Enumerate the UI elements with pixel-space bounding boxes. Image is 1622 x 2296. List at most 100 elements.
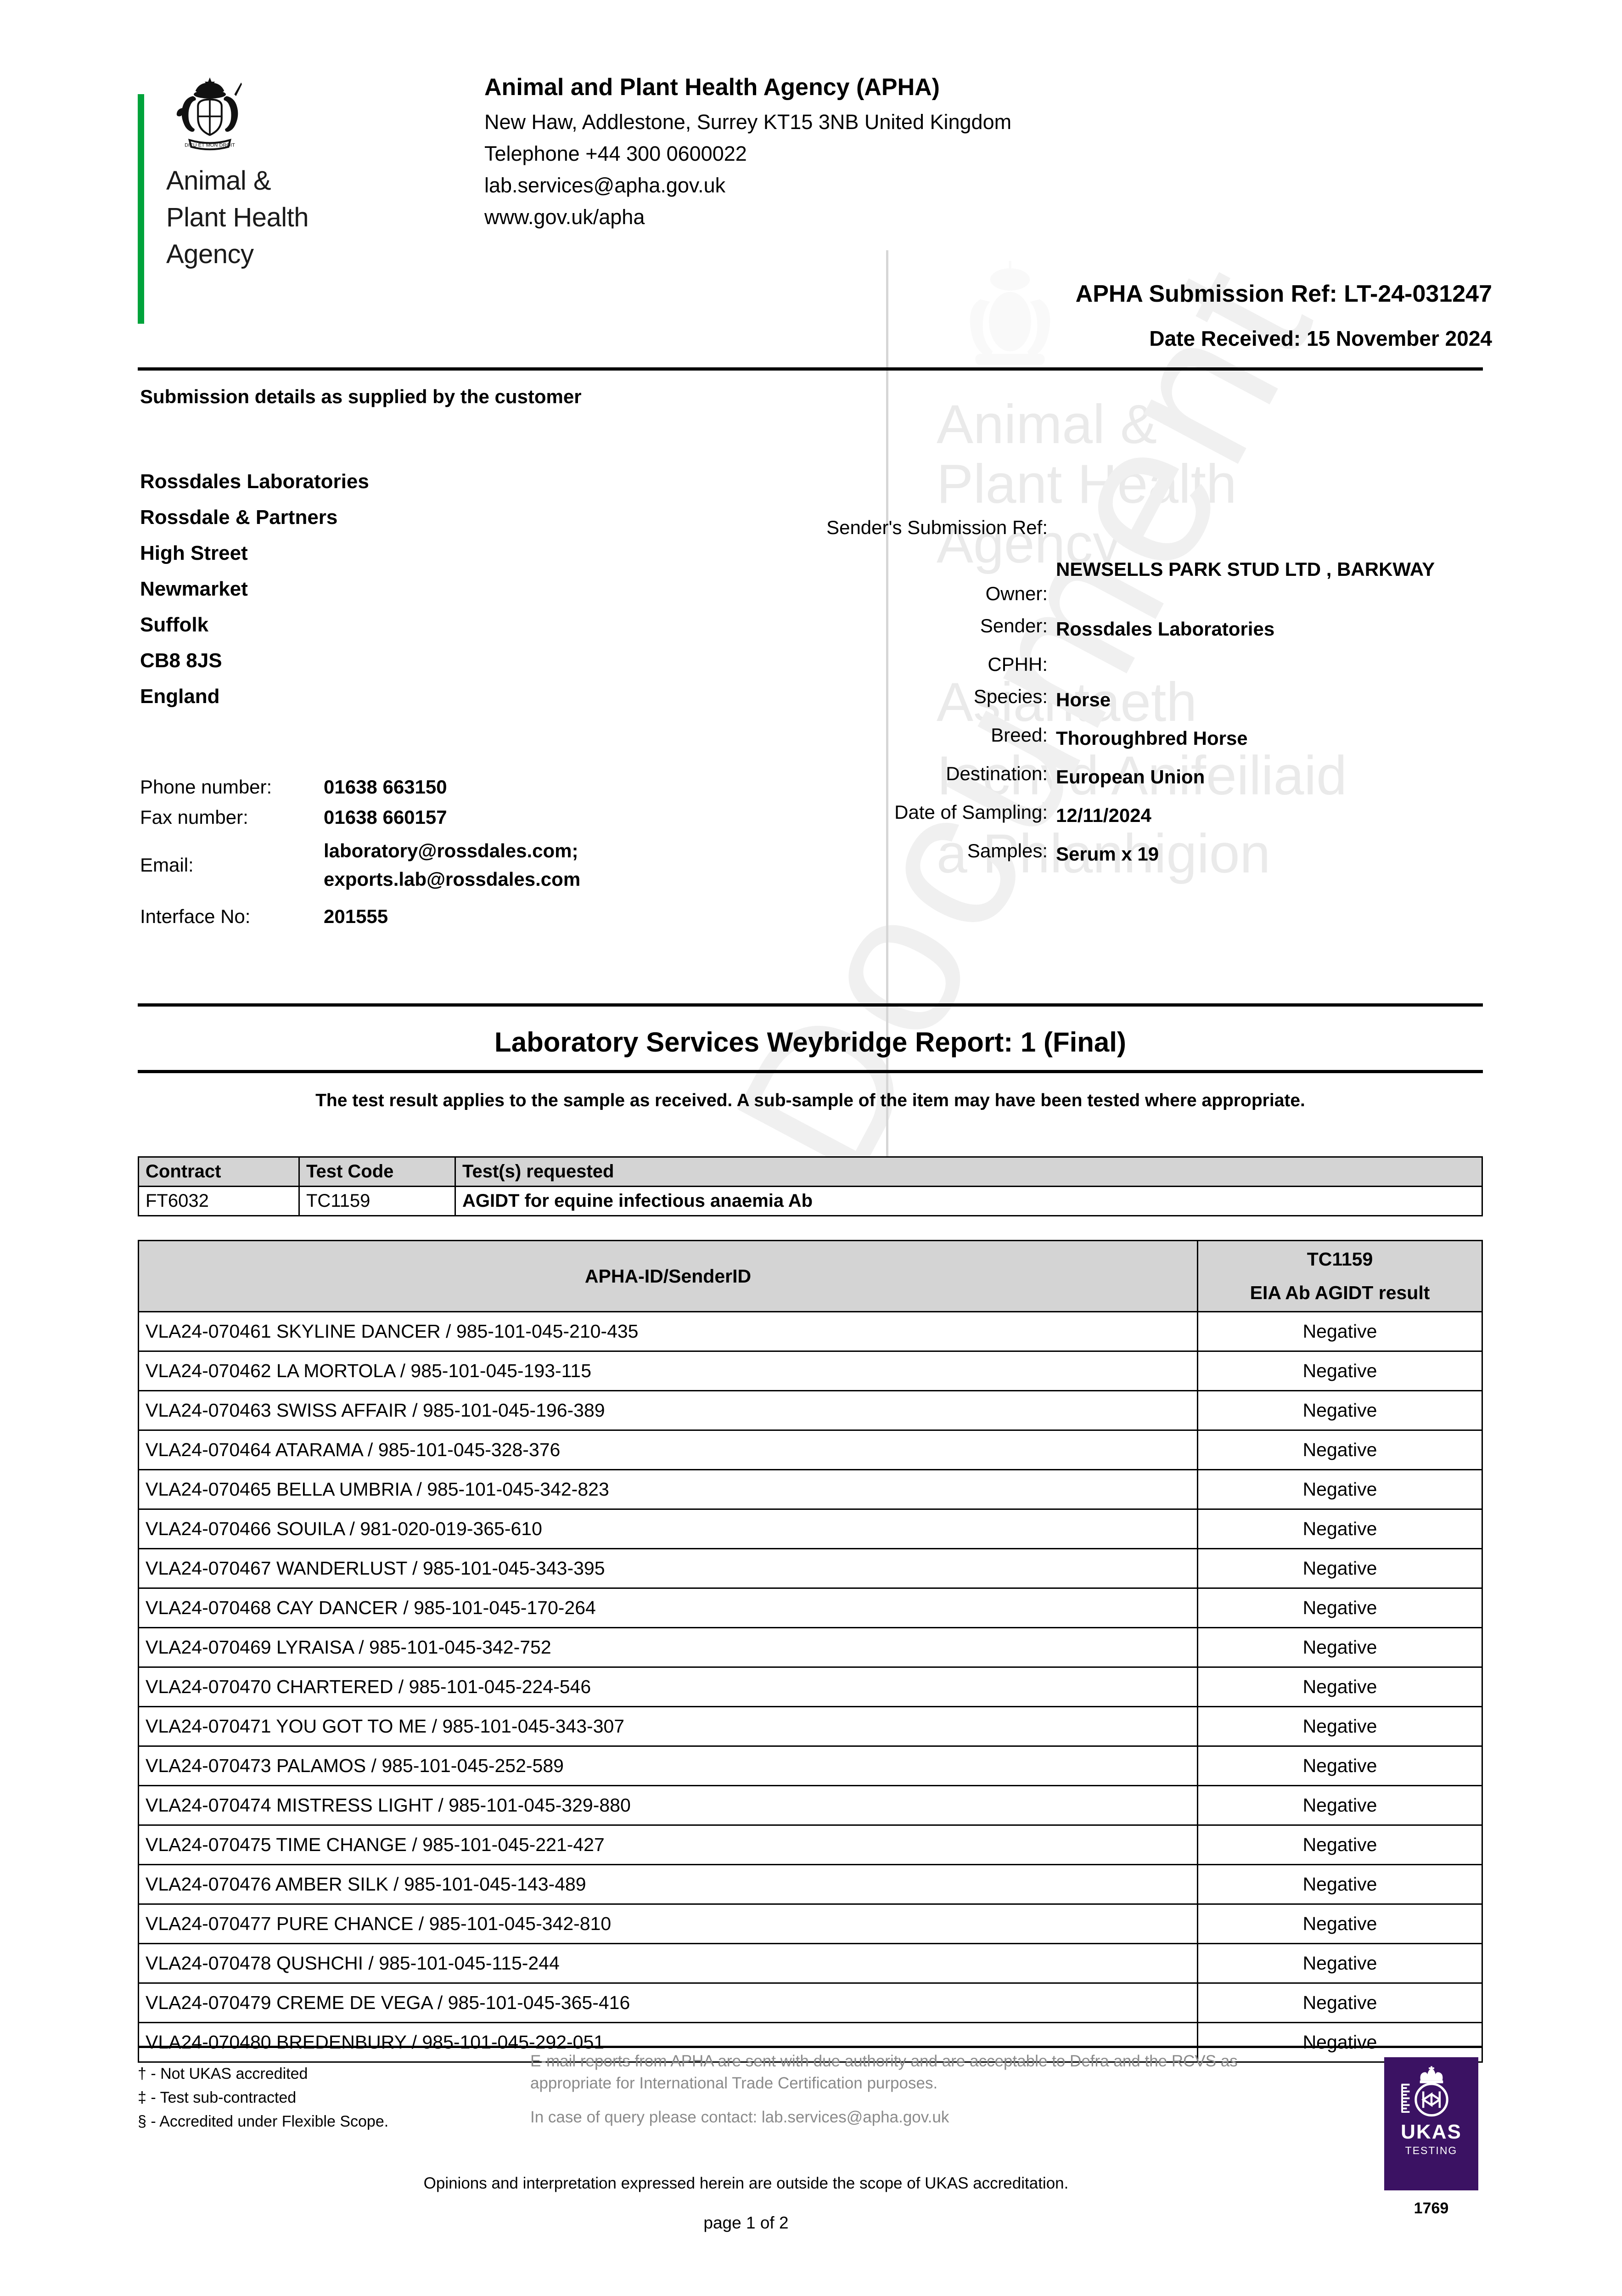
agency-email: lab.services@apha.gov.uk (484, 174, 726, 197)
table-row: VLA24-070461 SKYLINE DANCER / 985-101-04… (138, 1311, 1483, 1352)
species-value: Horse (1056, 689, 1111, 710)
table-row: VLA24-070474 MISTRESS LIGHT / 985-101-04… (138, 1785, 1483, 1826)
sample-id: VLA24-070463 SWISS AFFAIR / 985-101-045-… (138, 1390, 1198, 1431)
species-label: Species: (973, 686, 1048, 707)
col-result-subtitle: EIA Ab AGIDT result (1250, 1282, 1430, 1303)
footer-email-note: E-mail reports from APHA are sent with d… (530, 2052, 1238, 2092)
sample-result: Negative (1197, 1666, 1483, 1707)
agency-website: www.gov.uk/apha (484, 205, 645, 229)
sample-result: Negative (1197, 1903, 1483, 1944)
address-line: Suffolk (140, 613, 209, 636)
interface-label: Interface No: (140, 906, 251, 927)
detail-row-sampling-date: Date of Sampling: 12/11/2024 (744, 801, 1501, 830)
sample-id: VLA24-070462 LA MORTOLA / 985-101-045-19… (138, 1351, 1198, 1391)
ukas-subtitle: TESTING (1405, 2144, 1458, 2156)
detail-row-breed: Breed: Thoroughbred Horse (744, 724, 1501, 753)
submission-details-block: Sender's Submission Ref: Owner: NEWSELLS… (744, 517, 1501, 873)
table-row: VLA24-070471 YOU GOT TO ME / 985-101-045… (138, 1706, 1483, 1747)
sample-id: VLA24-070480 BREDENBURY / 985-101-045-29… (138, 2022, 1198, 2063)
table-row: VLA24-070479 CREME DE VEGA / 985-101-045… (138, 1982, 1483, 2023)
sample-id: VLA24-070466 SOUILA / 981-020-019-365-61… (138, 1508, 1198, 1549)
logo-text-line-3: Agency (166, 239, 254, 269)
address-line: England (140, 685, 220, 708)
header-divider-rule (138, 367, 1483, 371)
sample-result: Negative (1197, 1943, 1483, 1984)
sample-id: VLA24-070467 WANDERLUST / 985-101-045-34… (138, 1548, 1198, 1589)
sample-id: VLA24-070471 YOU GOT TO ME / 985-101-045… (138, 1706, 1198, 1747)
table-row: VLA24-070475 TIME CHANGE / 985-101-045-2… (138, 1824, 1483, 1865)
svg-text:DIEU ET MON DROIT: DIEU ET MON DROIT (185, 143, 235, 148)
address-line: Rossdale & Partners (140, 506, 338, 529)
sample-result: Negative (1197, 1745, 1483, 1786)
detail-row-samples: Samples: Serum x 19 (744, 840, 1501, 868)
sample-id: VLA24-070469 LYRAISA / 985-101-045-342-7… (138, 1627, 1198, 1668)
sender-label: Sender: (980, 615, 1048, 636)
customer-contact-block: Phone number: 01638 663150 Fax number: 0… (140, 776, 714, 936)
cell-contract: FT6032 (138, 1186, 300, 1216)
report-title-top-rule (138, 1003, 1483, 1007)
sample-id: VLA24-070476 AMBER SILK / 985-101-045-14… (138, 1864, 1198, 1905)
tests-requested-table: Contract Test Code Test(s) requested FT6… (138, 1156, 1483, 1216)
table-row: VLA24-070476 AMBER SILK / 985-101-045-14… (138, 1864, 1483, 1905)
sampling-date-value: 12/11/2024 (1056, 805, 1151, 826)
sample-id: VLA24-070473 PALAMOS / 985-101-045-252-5… (138, 1745, 1198, 1786)
table-row: VLA24-070463 SWISS AFFAIR / 985-101-045-… (138, 1390, 1483, 1431)
fax-label: Fax number: (140, 806, 248, 828)
sample-result: Negative (1197, 1469, 1483, 1510)
logo-text-line-2: Plant Health (166, 203, 309, 232)
tests-table-header-row: Contract Test Code Test(s) requested (138, 1156, 1483, 1187)
owner-label: Owner: (985, 583, 1048, 604)
table-row: VLA24-070470 CHARTERED / 985-101-045-224… (138, 1666, 1483, 1707)
footer-email-notice: E-mail reports from APHA are sent with d… (530, 2050, 1288, 2128)
sample-id: VLA24-070468 CAY DANCER / 985-101-045-17… (138, 1587, 1198, 1628)
sender-ref-label: Sender's Submission Ref: (826, 517, 1048, 538)
sample-result: Negative (1197, 1390, 1483, 1431)
logo-text-line-1: Animal & (166, 166, 271, 196)
note-subcontracted: ‡ - Test sub-contracted (138, 2089, 297, 2106)
sample-id: VLA24-070477 PURE CHANCE / 985-101-045-3… (138, 1903, 1198, 1944)
ukas-crown-circle-icon (1401, 2066, 1448, 2117)
submission-section-label: Submission details as supplied by the cu… (140, 386, 582, 407)
cphh-label: CPHH: (988, 653, 1048, 675)
table-row: VLA24-070467 WANDERLUST / 985-101-045-34… (138, 1548, 1483, 1589)
table-row: VLA24-070473 PALAMOS / 985-101-045-252-5… (138, 1745, 1483, 1786)
sample-result: Negative (1197, 1508, 1483, 1549)
breed-label: Breed: (991, 724, 1048, 746)
sample-result: Negative (1197, 1864, 1483, 1905)
note-flexible-scope: § - Accredited under Flexible Scope. (138, 2113, 389, 2130)
sample-result: Negative (1197, 1706, 1483, 1747)
agency-contact-block: Animal and Plant Health Agency (APHA) Ne… (484, 73, 1011, 237)
samples-value: Serum x 19 (1056, 843, 1159, 865)
sample-id: VLA24-070474 MISTRESS LIGHT / 985-101-04… (138, 1785, 1198, 1826)
col-test-code: Test Code (298, 1156, 456, 1187)
detail-row-species: Species: Horse (744, 686, 1501, 714)
table-row: VLA24-070466 SOUILA / 981-020-019-365-61… (138, 1508, 1483, 1549)
date-received: Date Received: 15 November 2024 (1149, 326, 1492, 350)
address-line: High Street (140, 542, 248, 564)
table-row: VLA24-070465 BELLA UMBRIA / 985-101-045-… (138, 1469, 1483, 1510)
report-title: Laboratory Services Weybridge Report: 1 … (494, 1027, 1126, 1058)
sample-result: Negative (1197, 1982, 1483, 2023)
watermark-line-1: Animal & (937, 394, 1157, 455)
contact-row-phone: Phone number: 01638 663150 (140, 776, 714, 798)
sample-result: Negative (1197, 1785, 1483, 1826)
sample-result: Negative (1197, 1311, 1483, 1352)
table-row: VLA24-070477 PURE CHANCE / 985-101-045-3… (138, 1903, 1483, 1944)
sample-id: VLA24-070465 BELLA UMBRIA / 985-101-045-… (138, 1469, 1198, 1510)
sample-result: Negative (1197, 1824, 1483, 1865)
cell-test-name: AGIDT for equine infectious anaemia Ab (455, 1186, 1483, 1216)
table-row: VLA24-070469 LYRAISA / 985-101-045-342-7… (138, 1627, 1483, 1668)
footer-query-note: In case of query please contact: lab.ser… (530, 2108, 949, 2126)
royal-crest-icon: DIEU ET MON DROIT (176, 77, 242, 151)
report-title-bottom-rule (138, 1070, 1483, 1073)
report-note: The test result applies to the sample as… (315, 1091, 1305, 1110)
sample-result: Negative (1197, 1351, 1483, 1391)
sample-id: VLA24-070475 TIME CHANGE / 985-101-045-2… (138, 1824, 1198, 1865)
sample-result: Negative (1197, 2022, 1483, 2063)
ukas-wordmark: UKAS (1401, 2121, 1462, 2143)
col-result-code: TC1159 (1307, 1249, 1373, 1270)
address-line: Newmarket (140, 578, 248, 600)
agency-address: New Haw, Addlestone, Surrey KT15 3NB Uni… (484, 110, 1012, 134)
detail-row-cphh: CPHH: (744, 653, 1501, 675)
page-number: page 1 of 2 (703, 2213, 789, 2232)
